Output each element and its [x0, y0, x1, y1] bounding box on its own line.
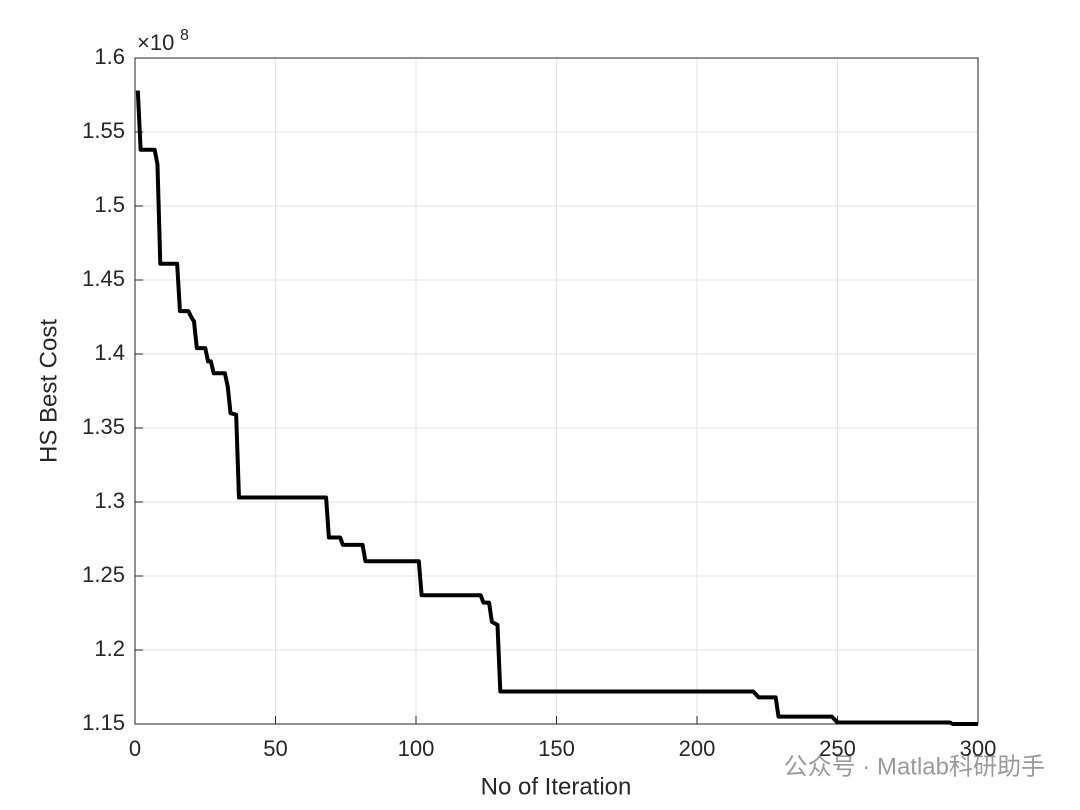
x-tick-label: 200: [679, 736, 716, 761]
data-line: [135, 90, 978, 726]
x-tick-label: 250: [819, 736, 856, 761]
y-axis-label: HS Best Cost: [35, 319, 62, 463]
x-tick-label: 100: [398, 736, 435, 761]
watermark: 公众号 · Matlab科研助手: [784, 753, 1045, 780]
plot-frame: [134, 57, 979, 725]
y-multiplier-exponent: 8: [180, 27, 189, 44]
y-tick-label: 1.45: [82, 266, 125, 291]
y-tick-label: 1.5: [94, 192, 125, 217]
y-tick-label: 1.3: [94, 488, 125, 513]
y-tick-label: 1.15: [82, 710, 125, 735]
y-tick-label: 1.25: [82, 562, 125, 587]
y-tick-label: 1.6: [94, 44, 125, 69]
y-tick-label: 1.55: [82, 118, 125, 143]
y-tick-label: 1.35: [82, 414, 125, 439]
x-tick-label: 0: [129, 736, 141, 761]
x-tick-label: 300: [960, 736, 997, 761]
x-tick-label: 150: [538, 736, 575, 761]
x-axis-label: No of Iteration: [481, 773, 632, 800]
x-tick-label: 50: [263, 736, 287, 761]
y-multiplier: ×10: [137, 30, 174, 55]
y-tick-label: 1.4: [94, 340, 125, 365]
y-tick-label: 1.2: [94, 636, 125, 661]
